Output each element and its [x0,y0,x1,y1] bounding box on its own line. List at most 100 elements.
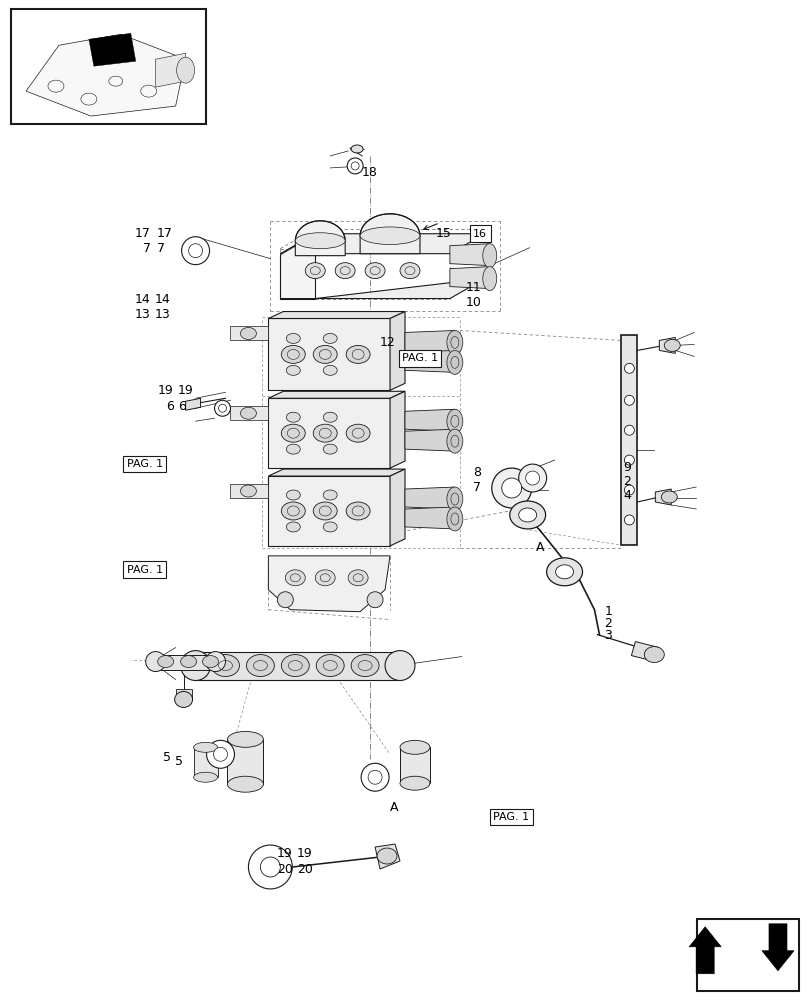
Ellipse shape [323,365,337,375]
Ellipse shape [624,425,633,435]
Ellipse shape [218,404,226,412]
Polygon shape [659,337,675,353]
Ellipse shape [240,327,256,339]
Ellipse shape [177,57,195,83]
Ellipse shape [286,490,300,500]
Ellipse shape [323,412,337,422]
Text: 8: 8 [473,466,481,479]
Ellipse shape [518,508,536,522]
Polygon shape [156,53,186,87]
Ellipse shape [323,333,337,343]
Text: 4: 4 [622,489,630,502]
Ellipse shape [286,412,300,422]
Polygon shape [405,409,454,431]
Ellipse shape [323,522,337,532]
Polygon shape [230,484,268,498]
Polygon shape [26,34,186,116]
Text: 1: 1 [603,605,611,618]
Text: A: A [535,541,543,554]
Text: 13: 13 [135,308,151,321]
Ellipse shape [660,491,676,503]
Polygon shape [88,33,135,66]
Ellipse shape [260,857,280,877]
Ellipse shape [491,468,531,508]
Ellipse shape [347,158,363,174]
Ellipse shape [483,244,496,268]
Text: PAG. 1: PAG. 1 [127,459,162,469]
Polygon shape [193,747,217,777]
Text: 19: 19 [296,847,312,860]
Ellipse shape [361,763,388,791]
Text: PAG. 1: PAG. 1 [401,353,438,363]
Polygon shape [631,642,659,662]
Ellipse shape [295,233,345,249]
Ellipse shape [286,522,300,532]
Text: 7: 7 [143,242,151,255]
Ellipse shape [624,515,633,525]
Polygon shape [227,739,263,784]
Ellipse shape [180,656,196,668]
Text: 6: 6 [165,400,174,413]
Ellipse shape [305,263,325,279]
Polygon shape [195,652,400,680]
Ellipse shape [180,651,210,681]
Ellipse shape [281,424,305,442]
Polygon shape [175,689,191,699]
Ellipse shape [212,655,239,677]
Text: 19: 19 [157,384,174,397]
Text: 6: 6 [178,400,185,413]
Ellipse shape [240,407,256,419]
Text: 19: 19 [277,847,292,860]
Ellipse shape [145,652,165,672]
Ellipse shape [345,424,370,442]
Text: 17: 17 [157,227,172,240]
Ellipse shape [624,363,633,373]
Ellipse shape [240,485,256,497]
Ellipse shape [509,501,545,529]
Ellipse shape [384,651,414,681]
Ellipse shape [367,770,382,784]
Polygon shape [654,489,671,505]
Ellipse shape [525,471,539,485]
Ellipse shape [345,502,370,520]
Ellipse shape [281,345,305,363]
Ellipse shape [446,330,462,354]
Ellipse shape [193,742,217,752]
Ellipse shape [663,339,680,351]
Bar [11,9,205,124]
Polygon shape [280,234,484,254]
Ellipse shape [350,655,379,677]
Polygon shape [405,350,454,372]
Polygon shape [280,234,315,299]
Polygon shape [360,214,419,254]
Ellipse shape [281,502,305,520]
Ellipse shape [446,507,462,531]
Polygon shape [761,924,793,971]
Ellipse shape [202,656,218,668]
Polygon shape [400,747,429,783]
Ellipse shape [313,424,337,442]
Ellipse shape [348,570,367,586]
Polygon shape [405,507,454,529]
Text: PAG. 1: PAG. 1 [493,812,529,822]
Text: A: A [389,801,398,814]
Polygon shape [268,391,405,398]
Ellipse shape [227,731,263,747]
Ellipse shape [227,776,263,792]
Text: 18: 18 [361,166,377,179]
Ellipse shape [446,350,462,374]
Text: 5: 5 [163,751,171,764]
Ellipse shape [624,485,633,495]
Text: 2: 2 [622,475,630,488]
Ellipse shape [277,592,293,608]
Text: 7: 7 [473,481,481,494]
Polygon shape [186,398,200,410]
Ellipse shape [446,409,462,433]
Polygon shape [268,312,405,318]
Ellipse shape [323,444,337,454]
Text: 16: 16 [473,229,487,239]
Polygon shape [449,267,489,289]
Ellipse shape [360,227,419,245]
Ellipse shape [157,656,174,668]
Ellipse shape [483,267,496,291]
